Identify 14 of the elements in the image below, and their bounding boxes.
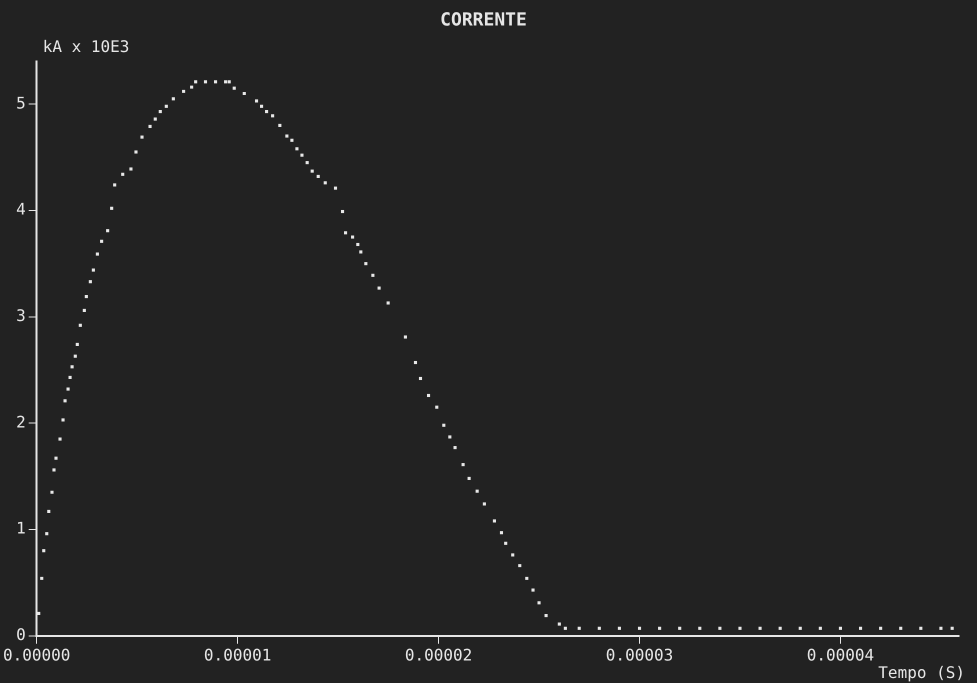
- y-tick-label: 0: [16, 624, 26, 644]
- y-tick-label: 1: [16, 518, 26, 538]
- y-tick-label: 4: [16, 200, 26, 219]
- x-tick-label: 0.00002: [404, 646, 472, 665]
- x-tick-label: 0.00004: [806, 646, 874, 665]
- x-tick-label: 0.00003: [606, 646, 674, 665]
- chart-title: CORRENTE: [440, 9, 527, 30]
- x-tick-label: 0.00001: [204, 646, 272, 665]
- x-axis-title: Tempo (S): [878, 663, 965, 682]
- y-tick-label: 3: [16, 306, 26, 325]
- y-tick-label: 5: [16, 93, 26, 112]
- x-tick-label: 0.00000: [2, 646, 70, 665]
- y-tick-label: 2: [16, 412, 26, 432]
- y-axis-title: kA x 10E3: [42, 36, 130, 56]
